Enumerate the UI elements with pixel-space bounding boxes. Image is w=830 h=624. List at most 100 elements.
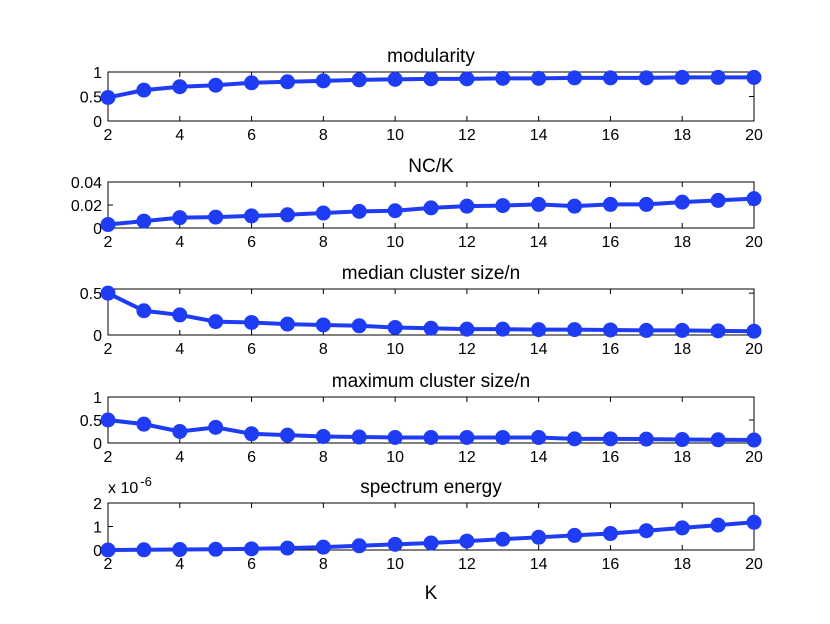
x-tick-label: 18 <box>673 556 691 573</box>
y-tick-label: 0.5 <box>80 286 102 303</box>
data-point <box>746 69 762 85</box>
x-tick-label: 12 <box>458 341 476 358</box>
x-tick-label: 6 <box>247 556 256 573</box>
panel-2: NC/K 2 4 6 8 10 12 14 16 18 20 0 0.02 0.04 <box>71 156 763 251</box>
data-point <box>136 213 152 229</box>
data-point <box>710 517 726 533</box>
data-point <box>602 70 618 86</box>
y-tick-label: 0 <box>93 114 102 131</box>
data-point <box>567 70 583 86</box>
x-tick-label: 6 <box>247 341 256 358</box>
data-point <box>710 432 726 448</box>
data-point <box>710 192 726 208</box>
x-tick-label: 12 <box>458 556 476 573</box>
data-point <box>208 314 224 330</box>
data-point <box>423 320 439 336</box>
data-point <box>495 198 511 214</box>
panel-1: modularity 2 4 6 8 10 12 14 16 18 20 0 0.5 1 <box>80 46 763 144</box>
data-point <box>244 314 260 330</box>
x-tick-label: 16 <box>602 449 620 466</box>
data-point <box>674 194 690 210</box>
data-point <box>638 196 654 212</box>
data-point <box>423 200 439 216</box>
data-point <box>674 322 690 338</box>
data-point <box>172 424 188 439</box>
y-tick-label: 1 <box>93 520 102 537</box>
data-point <box>387 319 403 335</box>
data-point <box>495 429 511 445</box>
data-point <box>351 318 367 334</box>
data-point <box>100 217 116 233</box>
data-point <box>710 69 726 85</box>
x-tick-label: 14 <box>530 234 548 251</box>
y-tick-label: 0 <box>93 221 102 238</box>
data-point <box>208 209 224 225</box>
data-point <box>602 526 618 542</box>
data-point <box>315 73 331 89</box>
data-point <box>136 542 152 558</box>
x-tick-label: 18 <box>673 449 691 466</box>
data-point <box>172 307 188 323</box>
data-point <box>423 71 439 87</box>
x-tick-label: 20 <box>745 556 763 573</box>
x-tick-label: 10 <box>386 341 404 358</box>
data-point <box>172 79 188 95</box>
panel-4: maximum cluster size/n 2 4 6 8 10 12 14 16 18 20 0 0… <box>80 371 763 466</box>
x-tick-label: 20 <box>745 449 763 466</box>
y-tick-label: 0.02 <box>71 198 102 215</box>
x-tick-label: 12 <box>458 234 476 251</box>
x-tick-label: 10 <box>386 449 404 466</box>
data-point <box>531 429 547 445</box>
data-point <box>136 303 152 319</box>
data-point <box>208 77 224 93</box>
data-point <box>244 426 260 442</box>
x-tick-label: 18 <box>673 341 691 358</box>
x-tick-label: 6 <box>247 234 256 251</box>
data-point <box>638 431 654 447</box>
y-exponent-base: x 10 <box>108 480 138 497</box>
x-tick-label: 12 <box>458 127 476 144</box>
x-tick-label: 8 <box>319 449 328 466</box>
data-point <box>602 431 618 447</box>
data-point <box>638 70 654 86</box>
data-point <box>459 533 475 549</box>
data-point <box>459 321 475 337</box>
y-tick-label: 1 <box>93 390 102 407</box>
x-tick-label: 8 <box>319 234 328 251</box>
x-tick-label: 2 <box>104 556 113 573</box>
x-tick-label: 14 <box>530 341 548 358</box>
panel-title: median cluster size/n <box>342 263 520 284</box>
data-point <box>531 70 547 86</box>
data-point <box>531 196 547 212</box>
data-point <box>279 316 295 332</box>
x-tick-label: 16 <box>602 341 620 358</box>
data-point <box>746 432 762 448</box>
x-tick-label: 4 <box>175 556 184 573</box>
x-tick-label: 20 <box>745 341 763 358</box>
data-point <box>602 322 618 338</box>
y-tick-label: 0.5 <box>80 413 102 430</box>
data-point <box>244 541 260 557</box>
x-tick-label: 6 <box>247 449 256 466</box>
data-point <box>351 429 367 445</box>
panel-title: modularity <box>387 46 475 67</box>
data-point <box>674 69 690 85</box>
y-tick-label: 0.04 <box>71 175 102 192</box>
data-point <box>567 431 583 447</box>
data-point <box>244 208 260 224</box>
data-point <box>638 322 654 338</box>
x-tick-label: 6 <box>247 127 256 144</box>
y-tick-label: 1 <box>93 65 102 82</box>
data-point <box>315 539 331 555</box>
data-point <box>279 540 295 556</box>
x-tick-label: 2 <box>104 449 113 466</box>
x-tick-label: 8 <box>319 341 328 358</box>
panel-3: median cluster size/n 2 4 6 8 10 12 14 16 18 20 0 0.… <box>80 263 763 358</box>
data-point <box>315 317 331 333</box>
x-tick-label: 10 <box>386 556 404 573</box>
data-point <box>100 285 116 301</box>
x-tick-label: 14 <box>530 556 548 573</box>
